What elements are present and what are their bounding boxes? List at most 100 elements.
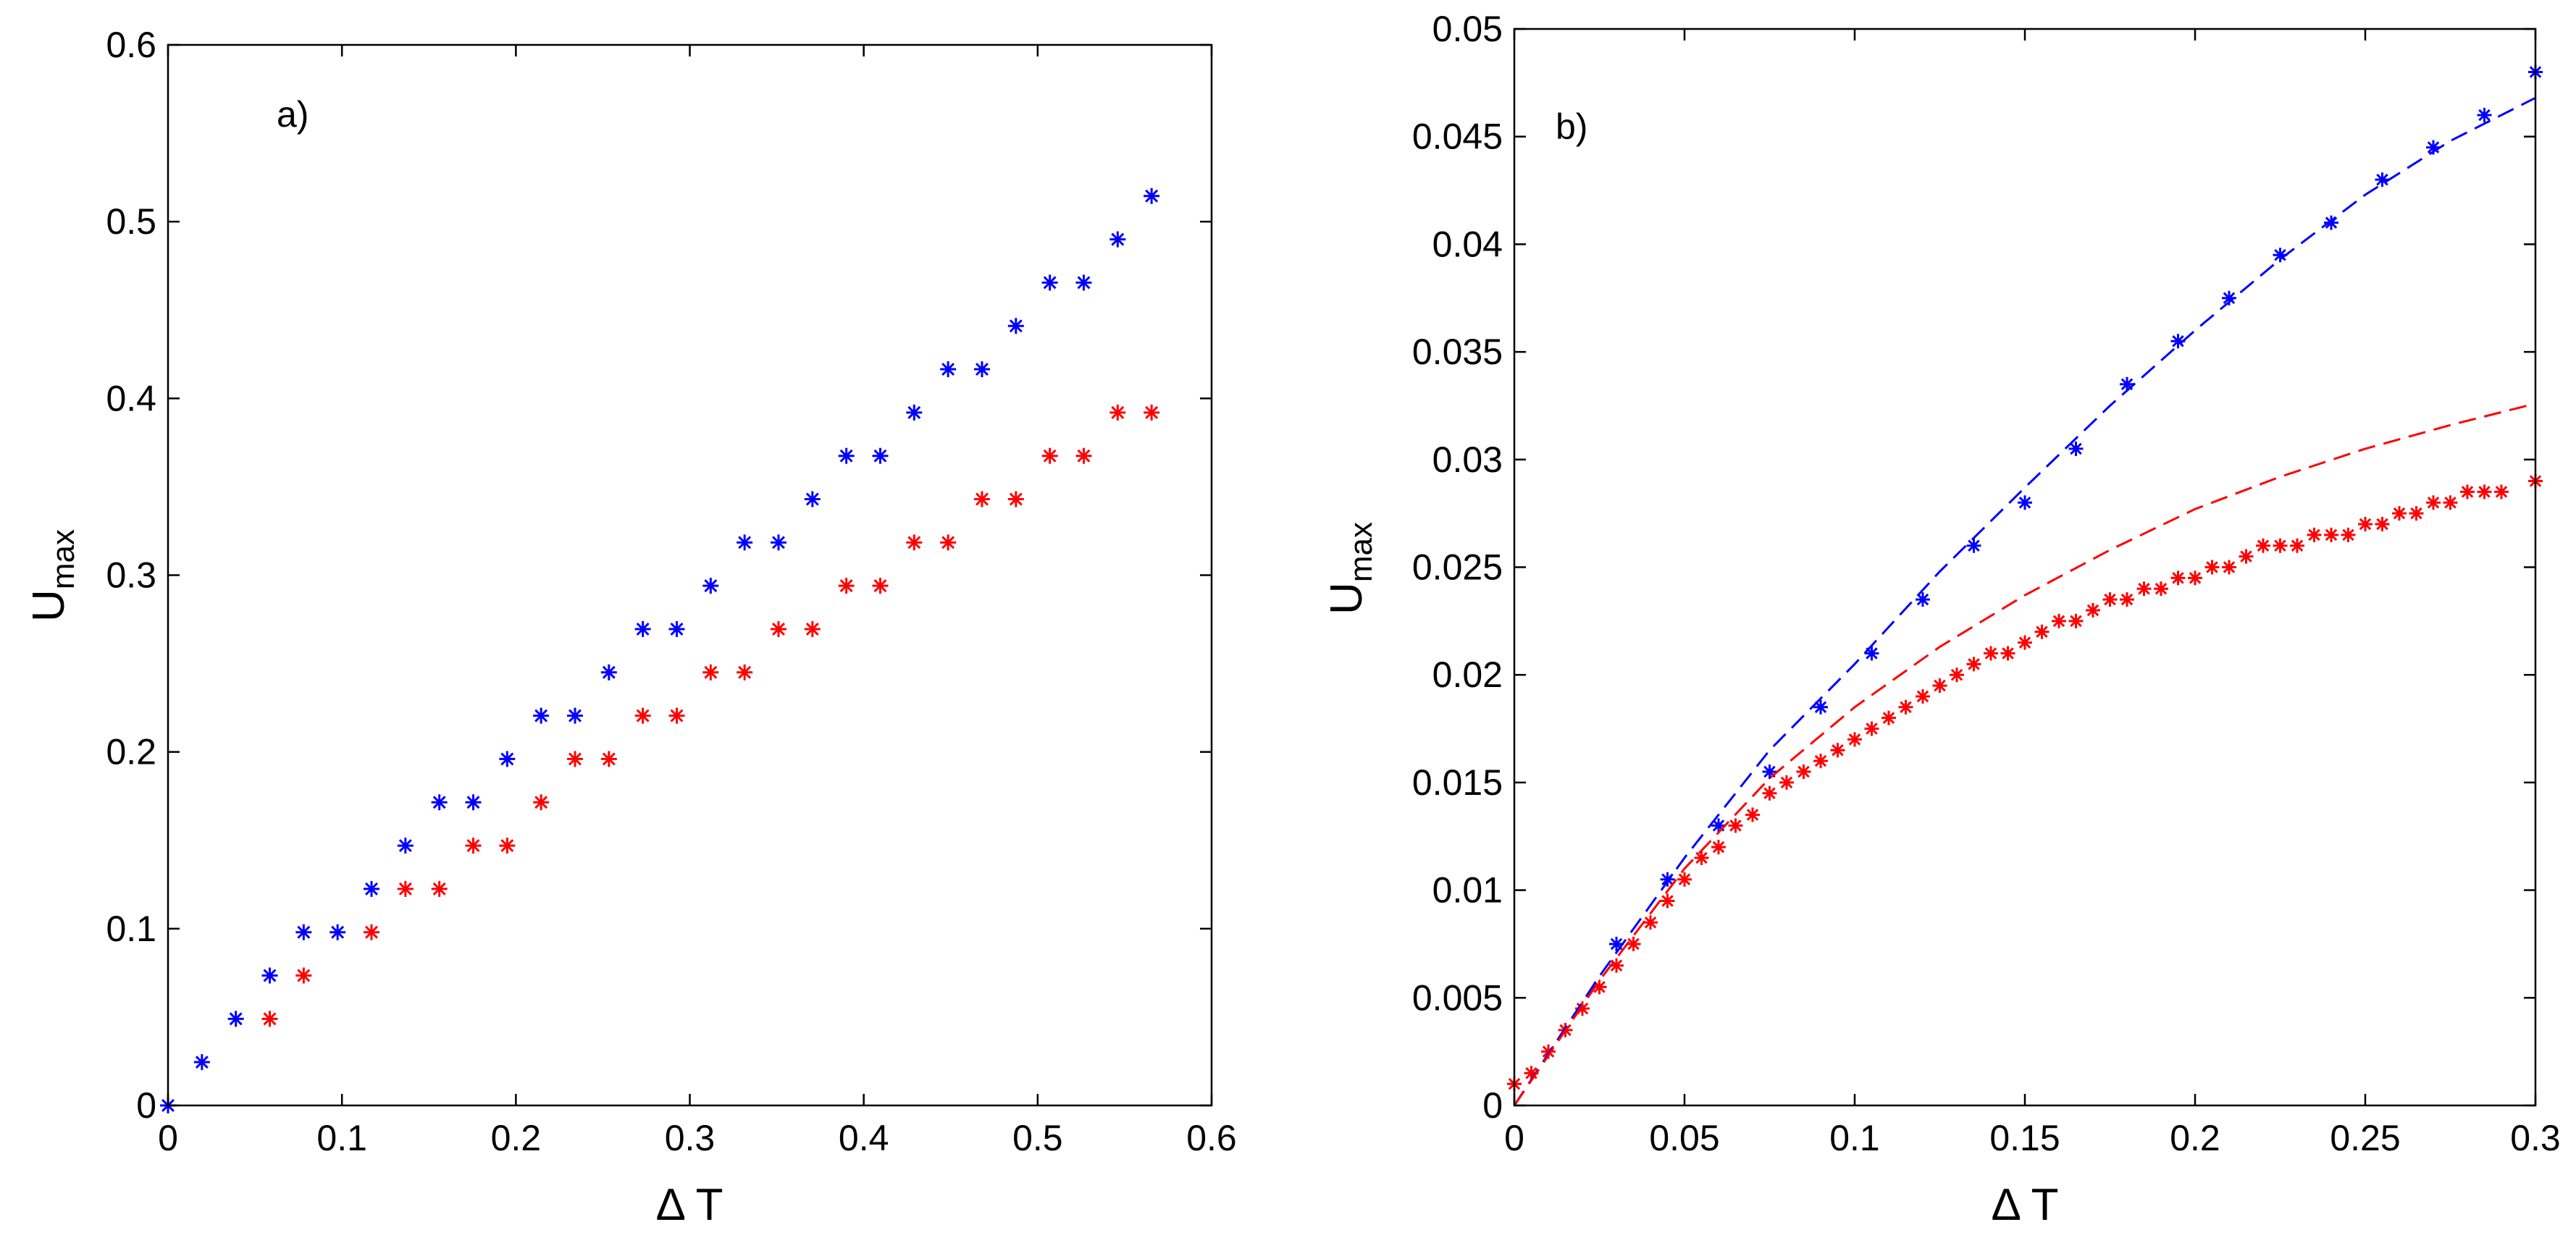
panel-a-axes-frame <box>167 43 1213 1107</box>
data-point <box>2341 527 2356 542</box>
data-point <box>1847 732 1862 747</box>
data-point <box>838 578 855 594</box>
data-point <box>1881 710 1896 725</box>
y-tick-label: 0.015 <box>1412 762 1503 803</box>
x-tick-label: 0.6 <box>1186 1118 1237 1158</box>
data-point <box>397 880 414 897</box>
data-point <box>770 534 786 551</box>
data-point <box>533 794 550 811</box>
panel-b-label: b) <box>1556 106 1587 147</box>
data-point <box>2290 538 2304 553</box>
data-point <box>465 794 482 811</box>
data-point <box>1660 893 1675 909</box>
data-point <box>1643 915 1658 930</box>
data-point <box>702 664 719 681</box>
x-tick-label: 0.25 <box>2330 1118 2400 1158</box>
x-tick-label: 0.2 <box>2170 1118 2220 1158</box>
data-point <box>363 924 379 940</box>
data-point <box>804 491 821 507</box>
data-point <box>1694 850 1709 865</box>
data-point <box>261 1011 278 1027</box>
data-point <box>499 751 516 767</box>
data-point <box>2170 570 2186 586</box>
data-point <box>2136 581 2152 597</box>
data-point <box>973 361 990 378</box>
data-point <box>804 620 821 637</box>
data-point <box>737 664 753 681</box>
data-point <box>1041 274 1058 291</box>
y-tick-label: 0.5 <box>106 201 156 242</box>
data-point <box>533 707 550 724</box>
data-point <box>2358 517 2372 532</box>
data-point <box>2324 527 2338 542</box>
y-tick-label: 0.3 <box>106 555 156 596</box>
x-tick-label: 0.15 <box>1989 1118 2060 1158</box>
data-point <box>906 534 923 551</box>
data-point <box>1966 657 1981 672</box>
data-point <box>2222 560 2236 575</box>
data-point <box>1932 678 1947 694</box>
data-point <box>261 967 278 984</box>
data-point <box>634 707 651 724</box>
data-point <box>295 967 312 984</box>
panel-b-y-axis-label: Umax <box>1322 522 1379 615</box>
data-point <box>1830 743 1845 758</box>
dashed-series-line <box>1513 96 2536 1106</box>
panel-a-x-tick-labels: 0 0.1 0.2 0.3 0.4 0.5 0.6 <box>158 1118 1237 1158</box>
data-point <box>2324 215 2338 230</box>
x-tick-label: 0.05 <box>1649 1118 1719 1158</box>
data-point <box>1144 187 1160 204</box>
y-tick-label: 0.025 <box>1412 547 1503 588</box>
data-point <box>330 924 346 940</box>
y-tick-label: 0.01 <box>1432 870 1503 911</box>
data-point <box>1864 646 1879 661</box>
x-tick-label: 0.1 <box>316 1118 367 1158</box>
x-tick-label: 0.3 <box>2510 1118 2561 1158</box>
data-point <box>1007 318 1024 334</box>
data-point <box>1898 699 1913 715</box>
data-point <box>2375 517 2390 532</box>
data-point <box>2307 527 2322 542</box>
data-point <box>2477 107 2492 122</box>
data-point <box>1711 840 1726 855</box>
data-point <box>2068 441 2084 456</box>
panel-b: 0 0.05 0.1 0.15 0.2 0.25 0.3 0 0.005 0.01 0.015 0.… <box>1322 9 2561 1230</box>
data-point <box>2120 592 2134 607</box>
data-point <box>906 404 923 421</box>
data-point <box>1762 785 1777 801</box>
x-tick-label: 0 <box>1504 1118 1524 1158</box>
data-point <box>227 1011 244 1027</box>
data-point <box>2018 635 2032 650</box>
data-point <box>499 838 516 854</box>
data-point <box>2494 484 2509 500</box>
data-point <box>1007 491 1024 507</box>
y-tick-label: 0.1 <box>106 909 156 949</box>
data-point <box>2443 495 2458 510</box>
data-point <box>2392 506 2407 521</box>
data-point <box>1984 646 1998 661</box>
y-tick-label: 0 <box>136 1085 156 1126</box>
data-point <box>2460 484 2475 500</box>
y-tick-label: 0.005 <box>1412 977 1503 1018</box>
data-point <box>2426 495 2441 510</box>
x-tick-label: 0.5 <box>1012 1118 1063 1158</box>
data-point <box>1813 699 1828 715</box>
y-tick-label: 0.6 <box>106 25 156 65</box>
data-point <box>363 880 379 897</box>
data-point <box>872 578 889 594</box>
data-point <box>431 880 448 897</box>
y-tick-label: 0.4 <box>106 378 156 418</box>
data-point <box>2102 592 2118 607</box>
data-point <box>668 707 685 724</box>
y-tick-label: 0.05 <box>1432 9 1503 49</box>
data-point <box>1109 404 1126 421</box>
data-point <box>838 447 855 464</box>
panel-a-data-marks <box>160 187 1160 1113</box>
panel-b-x-axis-label: Δ T <box>1991 1180 2058 1230</box>
data-point <box>973 491 990 507</box>
data-point <box>2018 495 2032 510</box>
data-point <box>1796 764 1811 780</box>
data-point <box>1041 447 1058 464</box>
data-point <box>2052 613 2066 628</box>
